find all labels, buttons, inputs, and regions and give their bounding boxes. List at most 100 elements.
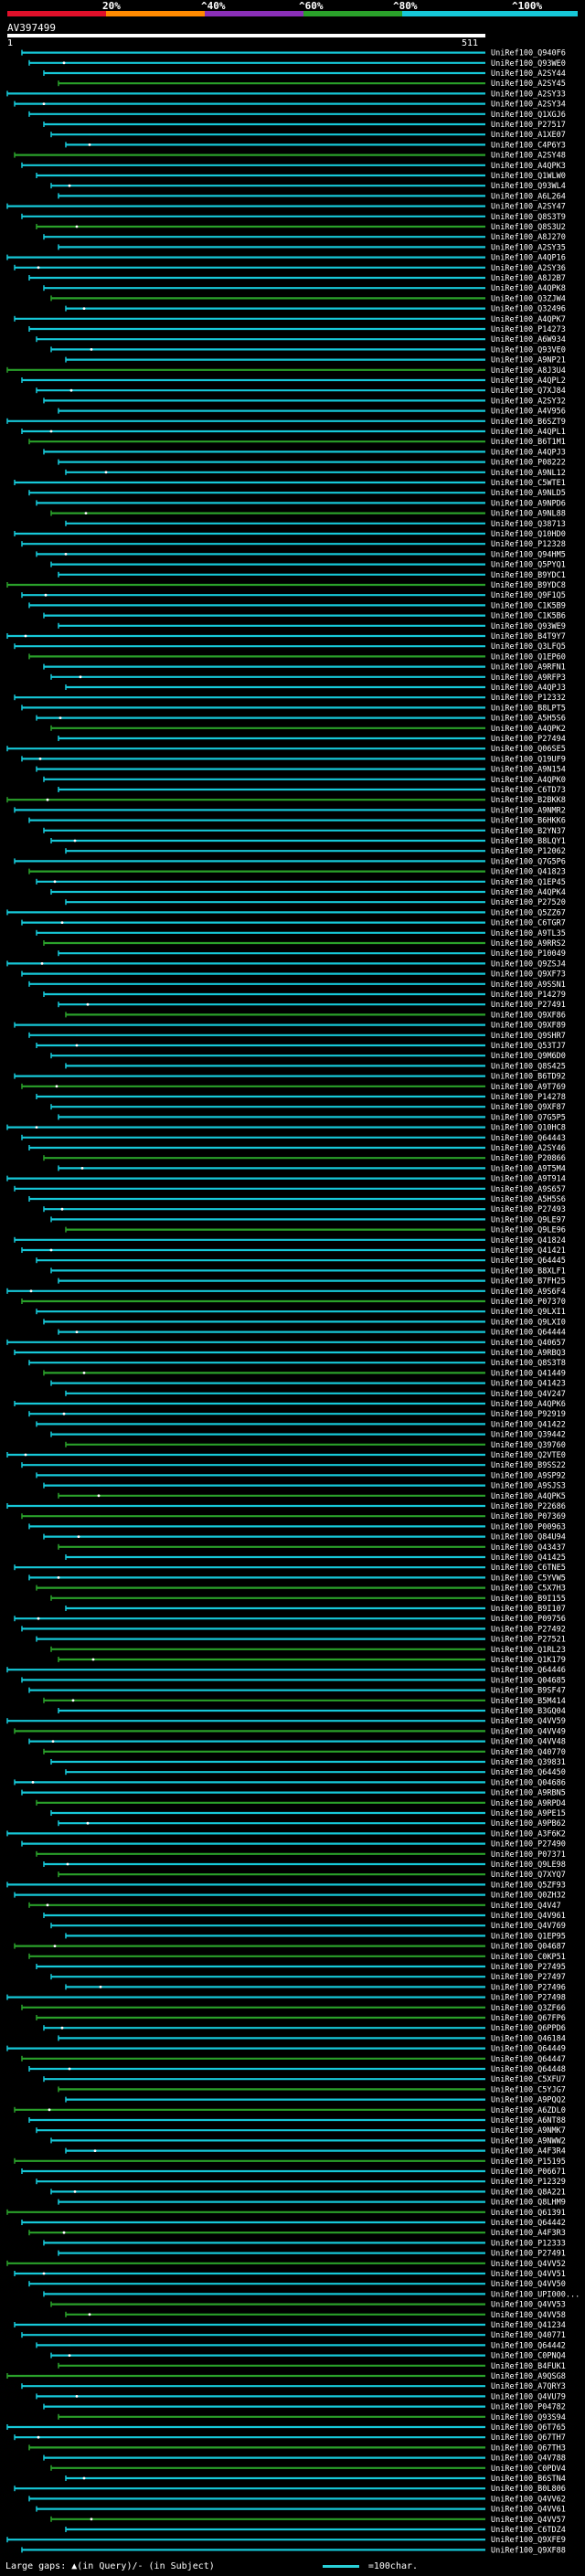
hit-label[interactable]: UniRef100_Q40657 (491, 1339, 566, 1348)
hit-label[interactable]: UniRef100_A4QPJ3 (491, 684, 566, 693)
hit-label[interactable]: UniRef100_A4QPK6 (491, 1400, 566, 1409)
hit-label[interactable]: UniRef100_Q1EP95 (491, 1932, 566, 1941)
hit-row[interactable]: UniRef100_Q1K179 (58, 1656, 566, 1665)
hit-label[interactable]: UniRef100_P07371 (491, 1850, 566, 1860)
hit-label[interactable]: UniRef100_Q41421 (491, 1246, 566, 1256)
hit-row[interactable]: UniRef100_Q3LFQ5 (14, 642, 566, 652)
hit-label[interactable]: UniRef100_B9YDC8 (491, 581, 566, 590)
hit-row[interactable]: UniRef100_A4QP16 (6, 254, 566, 263)
hit-label[interactable]: UniRef100_A3F6K2 (491, 1829, 566, 1839)
hit-row[interactable]: UniRef100_A4QPL2 (21, 376, 566, 386)
hit-row[interactable]: UniRef100_B0L806 (14, 2485, 566, 2494)
hit-row[interactable]: UniRef100_C1K5B6 (43, 612, 566, 621)
hit-label[interactable]: UniRef100_A9NMR2 (491, 806, 566, 815)
hit-label[interactable]: UniRef100_A4QPL2 (491, 376, 566, 386)
hit-label[interactable]: UniRef100_A2SY44 (491, 69, 566, 79)
hit-row[interactable]: UniRef100_B7FH25 (58, 1277, 566, 1287)
hit-row[interactable]: UniRef100_P27491 (58, 1001, 566, 1010)
hit-row[interactable]: UniRef100_A3F6K2 (6, 1829, 566, 1839)
hit-label[interactable]: UniRef100_Q10HC8 (491, 1124, 566, 1133)
hit-row[interactable]: UniRef100_A9RBQ3 (14, 1349, 566, 1358)
hit-label[interactable]: UniRef100_Q5ZZ67 (491, 908, 566, 917)
hit-row[interactable]: UniRef100_P12332 (14, 694, 566, 703)
hit-label[interactable]: UniRef100_A2SY32 (491, 397, 566, 406)
hit-row[interactable]: UniRef100_Q4VV62 (28, 2495, 566, 2504)
hit-row[interactable]: UniRef100_Q7XYQ7 (58, 1871, 566, 1880)
hit-label[interactable]: UniRef100_A9RBQ3 (491, 1349, 566, 1358)
hit-label[interactable]: UniRef100_Q64443 (491, 1134, 566, 1143)
hit-row[interactable]: UniRef100_Q64450 (65, 1768, 566, 1777)
hit-row[interactable]: UniRef100_Q8S3U2 (36, 223, 566, 232)
hit-label[interactable]: UniRef100_P12329 (491, 2178, 566, 2187)
hit-row[interactable]: UniRef100_Q64445 (36, 1256, 566, 1266)
hit-row[interactable]: UniRef100_P08222 (58, 459, 566, 468)
hit-row[interactable]: UniRef100_A7QRY3 (21, 2382, 566, 2391)
hit-label[interactable]: UniRef100_Q93S94 (491, 2413, 566, 2422)
hit-row[interactable]: UniRef100_C6TNE5 (14, 1564, 566, 1573)
hit-label[interactable]: UniRef100_A4QPK4 (491, 888, 566, 897)
hit-label[interactable]: UniRef100_Q41423 (491, 1380, 566, 1389)
hit-label[interactable]: UniRef100_Q67TH3 (491, 2443, 566, 2453)
hit-row[interactable]: UniRef100_A4QPL1 (21, 428, 566, 437)
hit-label[interactable]: UniRef100_Q9XF87 (491, 1103, 566, 1112)
hit-label[interactable]: UniRef100_Q5ZF93 (491, 1881, 566, 1890)
hit-label[interactable]: UniRef100_P92919 (491, 1410, 566, 1419)
hit-row[interactable]: UniRef100_B5M414 (43, 1697, 566, 1706)
hit-label[interactable]: UniRef100_A6L264 (491, 192, 566, 201)
hit-label[interactable]: UniRef100_A9RRS2 (491, 939, 566, 949)
hit-row[interactable]: UniRef100_P12333 (43, 2239, 566, 2248)
hit-row[interactable]: UniRef100_P22686 (6, 1502, 566, 1511)
hit-row[interactable]: UniRef100_Q93S94 (58, 2413, 566, 2422)
hit-row[interactable]: UniRef100_C6TGR7 (21, 919, 566, 928)
hit-row[interactable]: UniRef100_Q9XF86 (65, 1011, 566, 1020)
hit-row[interactable]: UniRef100_Q04685 (21, 1676, 566, 1685)
hit-row[interactable]: UniRef100_B6SZT9 (6, 418, 566, 427)
hit-label[interactable]: UniRef100_Q1EP45 (491, 878, 566, 887)
hit-label[interactable]: UniRef100_B8LPT5 (491, 704, 566, 713)
hit-row[interactable]: UniRef100_C5YJG7 (58, 2085, 566, 2094)
hit-label[interactable]: UniRef100_Q9LXI0 (491, 1318, 566, 1327)
hit-row[interactable]: UniRef100_Q64442 (21, 2219, 566, 2228)
hit-row[interactable]: UniRef100_Q64443 (21, 1134, 566, 1143)
hit-label[interactable]: UniRef100_Q3LFQ5 (491, 642, 566, 652)
hit-row[interactable]: UniRef100_P27521 (36, 1636, 566, 1645)
hit-label[interactable]: UniRef100_A5H5S6 (491, 1195, 566, 1204)
hit-label[interactable]: UniRef100_Q3ZF66 (491, 2004, 566, 2013)
hit-label[interactable]: UniRef100_A7QRY3 (491, 2382, 566, 2391)
hit-row[interactable]: UniRef100_Q7G5P6 (14, 857, 566, 866)
hit-row[interactable]: UniRef100_P27496 (65, 1983, 566, 1992)
hit-row[interactable]: UniRef100_Q41425 (65, 1553, 566, 1563)
hit-label[interactable]: UniRef100_Q64446 (491, 1666, 566, 1675)
hit-row[interactable]: UniRef100_P27494 (58, 735, 566, 744)
hit-row[interactable]: UniRef100_A4QPK6 (14, 1400, 566, 1409)
hit-label[interactable]: UniRef100_Q7XYQ7 (491, 1871, 566, 1880)
hit-row[interactable]: UniRef100_Q8S425 (65, 1062, 566, 1071)
hit-label[interactable]: UniRef100_A9SP92 (491, 1471, 566, 1480)
hit-label[interactable]: UniRef100_A8J2B7 (491, 274, 566, 283)
hit-row[interactable]: UniRef100_Q32496 (65, 305, 566, 314)
hit-row[interactable]: UniRef100_Q39442 (50, 1431, 566, 1440)
hit-label[interactable]: UniRef100_Q4VV52 (491, 2260, 566, 2269)
hit-label[interactable]: UniRef100_A9RFN1 (491, 663, 566, 673)
hit-row[interactable]: UniRef100_Q4VV49 (14, 1727, 566, 1736)
hit-label[interactable]: UniRef100_Q4VV61 (491, 2506, 566, 2515)
hit-label[interactable]: UniRef100_P20866 (491, 1154, 566, 1163)
hit-label[interactable]: UniRef100_P14273 (491, 325, 566, 334)
hit-row[interactable]: UniRef100_A9NP21 (65, 356, 566, 366)
hit-row[interactable]: UniRef100_Q6T765 (6, 2423, 566, 2433)
hit-label[interactable]: UniRef100_Q93WE0 (491, 59, 566, 69)
hit-row[interactable]: UniRef100_B3GQ04 (58, 1707, 566, 1716)
hit-row[interactable]: UniRef100_P27490 (21, 1840, 566, 1850)
hit-row[interactable]: UniRef100_Q8S3T8 (28, 1359, 566, 1368)
hit-row[interactable]: UniRef100_A9PE15 (50, 1809, 566, 1818)
hit-label[interactable]: UniRef100_C0PNQ4 (491, 2352, 566, 2361)
hit-label[interactable]: UniRef100_B9I155 (491, 1595, 566, 1604)
hit-row[interactable]: UniRef100_B8LQY1 (50, 837, 566, 846)
hit-label[interactable]: UniRef100_B3GQ04 (491, 1707, 566, 1716)
hit-label[interactable]: UniRef100_A9PQQ2 (491, 2096, 566, 2105)
hit-row[interactable]: UniRef100_Q0ZH32 (14, 1892, 566, 1901)
hit-row[interactable]: UniRef100_Q9LE97 (50, 1215, 566, 1224)
hit-row[interactable]: UniRef100_B6TD92 (14, 1073, 566, 1082)
hit-row[interactable]: UniRef100_P14278 (36, 1093, 566, 1102)
hit-label[interactable]: UniRef100_P27517 (491, 121, 566, 130)
